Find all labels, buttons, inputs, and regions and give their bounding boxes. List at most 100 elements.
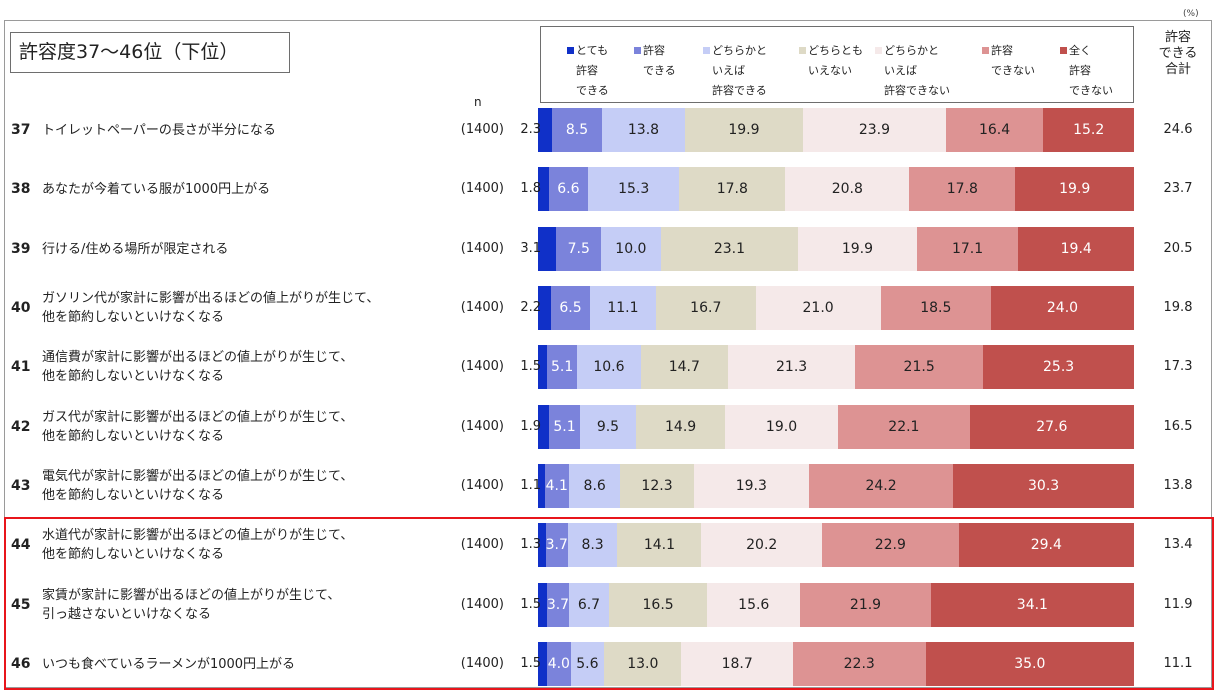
data-label: 11.1	[607, 300, 639, 316]
rank-number: 39	[11, 241, 31, 257]
data-label: 1.5	[520, 597, 541, 612]
data-label: 6.7	[577, 597, 601, 613]
legend-item: どちらとも いえない	[799, 41, 863, 81]
bar-segment	[821, 523, 959, 567]
legend-item: 許容 できる	[634, 41, 676, 81]
rank-number: 42	[11, 419, 31, 435]
data-label: 27.6	[1036, 419, 1068, 435]
bar-segment	[953, 464, 1134, 508]
bar-segment	[990, 286, 1134, 330]
data-label: 16.5	[642, 597, 674, 613]
data-label: 18.5	[920, 300, 952, 316]
legend-label: どちらかと いえば 許容できる	[712, 44, 767, 97]
total-value: 13.8	[1163, 478, 1193, 493]
bar-segment	[808, 464, 954, 508]
table-row: 46 いつも食べているラーメンが1000円上がる (1400) 11.1 4.0 5.6 1…	[0, 642, 1218, 686]
data-label: 12.3	[641, 478, 673, 494]
data-label: 1.1	[520, 478, 541, 493]
bar-segment	[588, 167, 680, 211]
bar-segment	[916, 227, 1019, 271]
rank-number: 44	[11, 537, 31, 553]
total-value: 11.1	[1163, 656, 1193, 671]
bar-segment	[538, 523, 546, 567]
data-label: 22.1	[888, 419, 920, 435]
legend-item: 許容 できない	[982, 41, 1035, 81]
bar-segment	[1015, 167, 1134, 211]
bar-segment	[608, 583, 708, 627]
bar-segment	[945, 108, 1044, 152]
data-label: 3.1	[520, 241, 541, 256]
data-label: 1.3	[520, 537, 541, 552]
legend-label: 許容 できる	[643, 44, 676, 77]
total-value: 17.3	[1163, 359, 1193, 374]
bar-segment	[538, 108, 552, 152]
bar-segment	[800, 583, 931, 627]
sample-size: (1400)	[460, 656, 504, 671]
total-value: 11.9	[1163, 597, 1193, 612]
data-label: 2.3	[520, 122, 541, 137]
bar-segment	[602, 108, 685, 152]
bar-segment	[538, 227, 557, 271]
bar-segment	[660, 227, 799, 271]
sample-size: (1400)	[460, 300, 504, 315]
stacked-bar: 3.7 8.3 14.1 20.2 22.9 29.4	[538, 523, 1134, 567]
data-label: 8.5	[565, 122, 589, 138]
rank-number: 46	[11, 656, 31, 672]
total-column-header: 許容 できる 合計	[1158, 30, 1198, 77]
data-label: 23.1	[713, 241, 746, 257]
data-label: 9.5	[596, 419, 620, 435]
data-label: 2.2	[520, 300, 541, 315]
data-label: 14.1	[643, 537, 675, 553]
table-row: 45 家賃が家計に影響が出るほどの値上がりが生じて、 引っ越さないといけなくなる (…	[0, 583, 1218, 627]
data-label: 19.3	[735, 478, 767, 494]
stacked-bar: 5.1 10.6 14.7 21.3 21.5 25.3	[538, 345, 1134, 389]
table-row: 40 ガソリン代が家計に影響が出るほどの値上がりが生じて、 他を節約しないといけな…	[0, 286, 1218, 330]
bar-segment	[679, 167, 786, 211]
data-label: 18.7	[721, 656, 753, 672]
bar-segment	[620, 464, 694, 508]
bar-segment	[728, 345, 856, 389]
data-label: 3.7	[545, 537, 568, 553]
legend-label: 全く 許容 できない	[1069, 44, 1113, 97]
rank-number: 41	[11, 359, 31, 375]
sample-size: (1400)	[460, 537, 504, 552]
data-label: 15.2	[1073, 122, 1105, 138]
data-label: 23.9	[858, 122, 891, 138]
data-label: 16.4	[978, 122, 1011, 138]
bar-segment	[838, 405, 970, 449]
data-label: 19.9	[841, 241, 874, 257]
data-label: 29.4	[1030, 537, 1062, 553]
bar-segment	[701, 523, 822, 567]
data-label: 20.2	[746, 537, 778, 553]
data-label: 1.5	[520, 656, 541, 671]
bar-segment	[601, 227, 661, 271]
unit-label: (%)	[1183, 9, 1199, 19]
bar-segment	[656, 286, 756, 330]
chart-title: 許容度37～46位（下位）	[10, 32, 290, 73]
data-label: 14.7	[668, 359, 700, 375]
sample-size: (1400)	[460, 478, 504, 493]
bar-segment	[538, 286, 552, 330]
data-label: 19.9	[728, 122, 760, 138]
sample-size: (1400)	[460, 597, 504, 612]
data-label: 19.4	[1060, 241, 1092, 257]
rank-number: 43	[11, 478, 31, 494]
data-label: 1.8	[520, 181, 541, 196]
bar-segment	[1018, 227, 1134, 271]
bar-segment	[880, 286, 991, 330]
rank-number: 40	[11, 300, 31, 316]
bar-segment	[546, 345, 578, 389]
data-label: 5.6	[576, 656, 599, 672]
stacked-bar: 3.7 6.7 16.5 15.6 21.9 34.1	[538, 583, 1134, 627]
legend-label: 許容 できない	[991, 44, 1035, 77]
row-label: あなたが今着ている服が1000円上がる	[42, 181, 271, 197]
bar-segment	[785, 167, 910, 211]
data-label: 10.6	[593, 359, 625, 375]
rank-number: 38	[11, 181, 31, 197]
sample-size: (1400)	[460, 419, 504, 434]
total-value: 13.4	[1163, 537, 1193, 552]
table-row: 38 あなたが今着ている服が1000円上がる (1400) 23.7 6.6 15.3 17…	[0, 167, 1218, 211]
bar-segment	[925, 642, 1134, 686]
legend-swatch	[567, 47, 574, 54]
data-label: 5.1	[553, 419, 576, 435]
